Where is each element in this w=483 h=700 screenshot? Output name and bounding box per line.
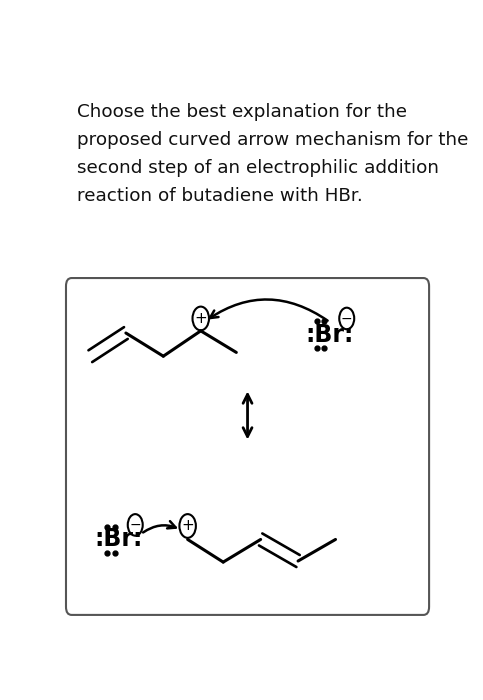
Text: reaction of butadiene with HBr.: reaction of butadiene with HBr. bbox=[77, 187, 363, 205]
Text: proposed curved arrow mechanism for the: proposed curved arrow mechanism for the bbox=[77, 131, 469, 149]
Text: :Br:: :Br: bbox=[94, 528, 142, 552]
Text: +: + bbox=[194, 311, 207, 326]
Text: −: − bbox=[341, 312, 353, 326]
Text: +: + bbox=[181, 519, 194, 533]
FancyBboxPatch shape bbox=[66, 278, 429, 615]
Text: −: − bbox=[129, 518, 141, 532]
Text: :Br:: :Br: bbox=[306, 323, 354, 346]
Text: Choose the best explanation for the: Choose the best explanation for the bbox=[77, 103, 407, 121]
Text: second step of an electrophilic addition: second step of an electrophilic addition bbox=[77, 159, 439, 177]
